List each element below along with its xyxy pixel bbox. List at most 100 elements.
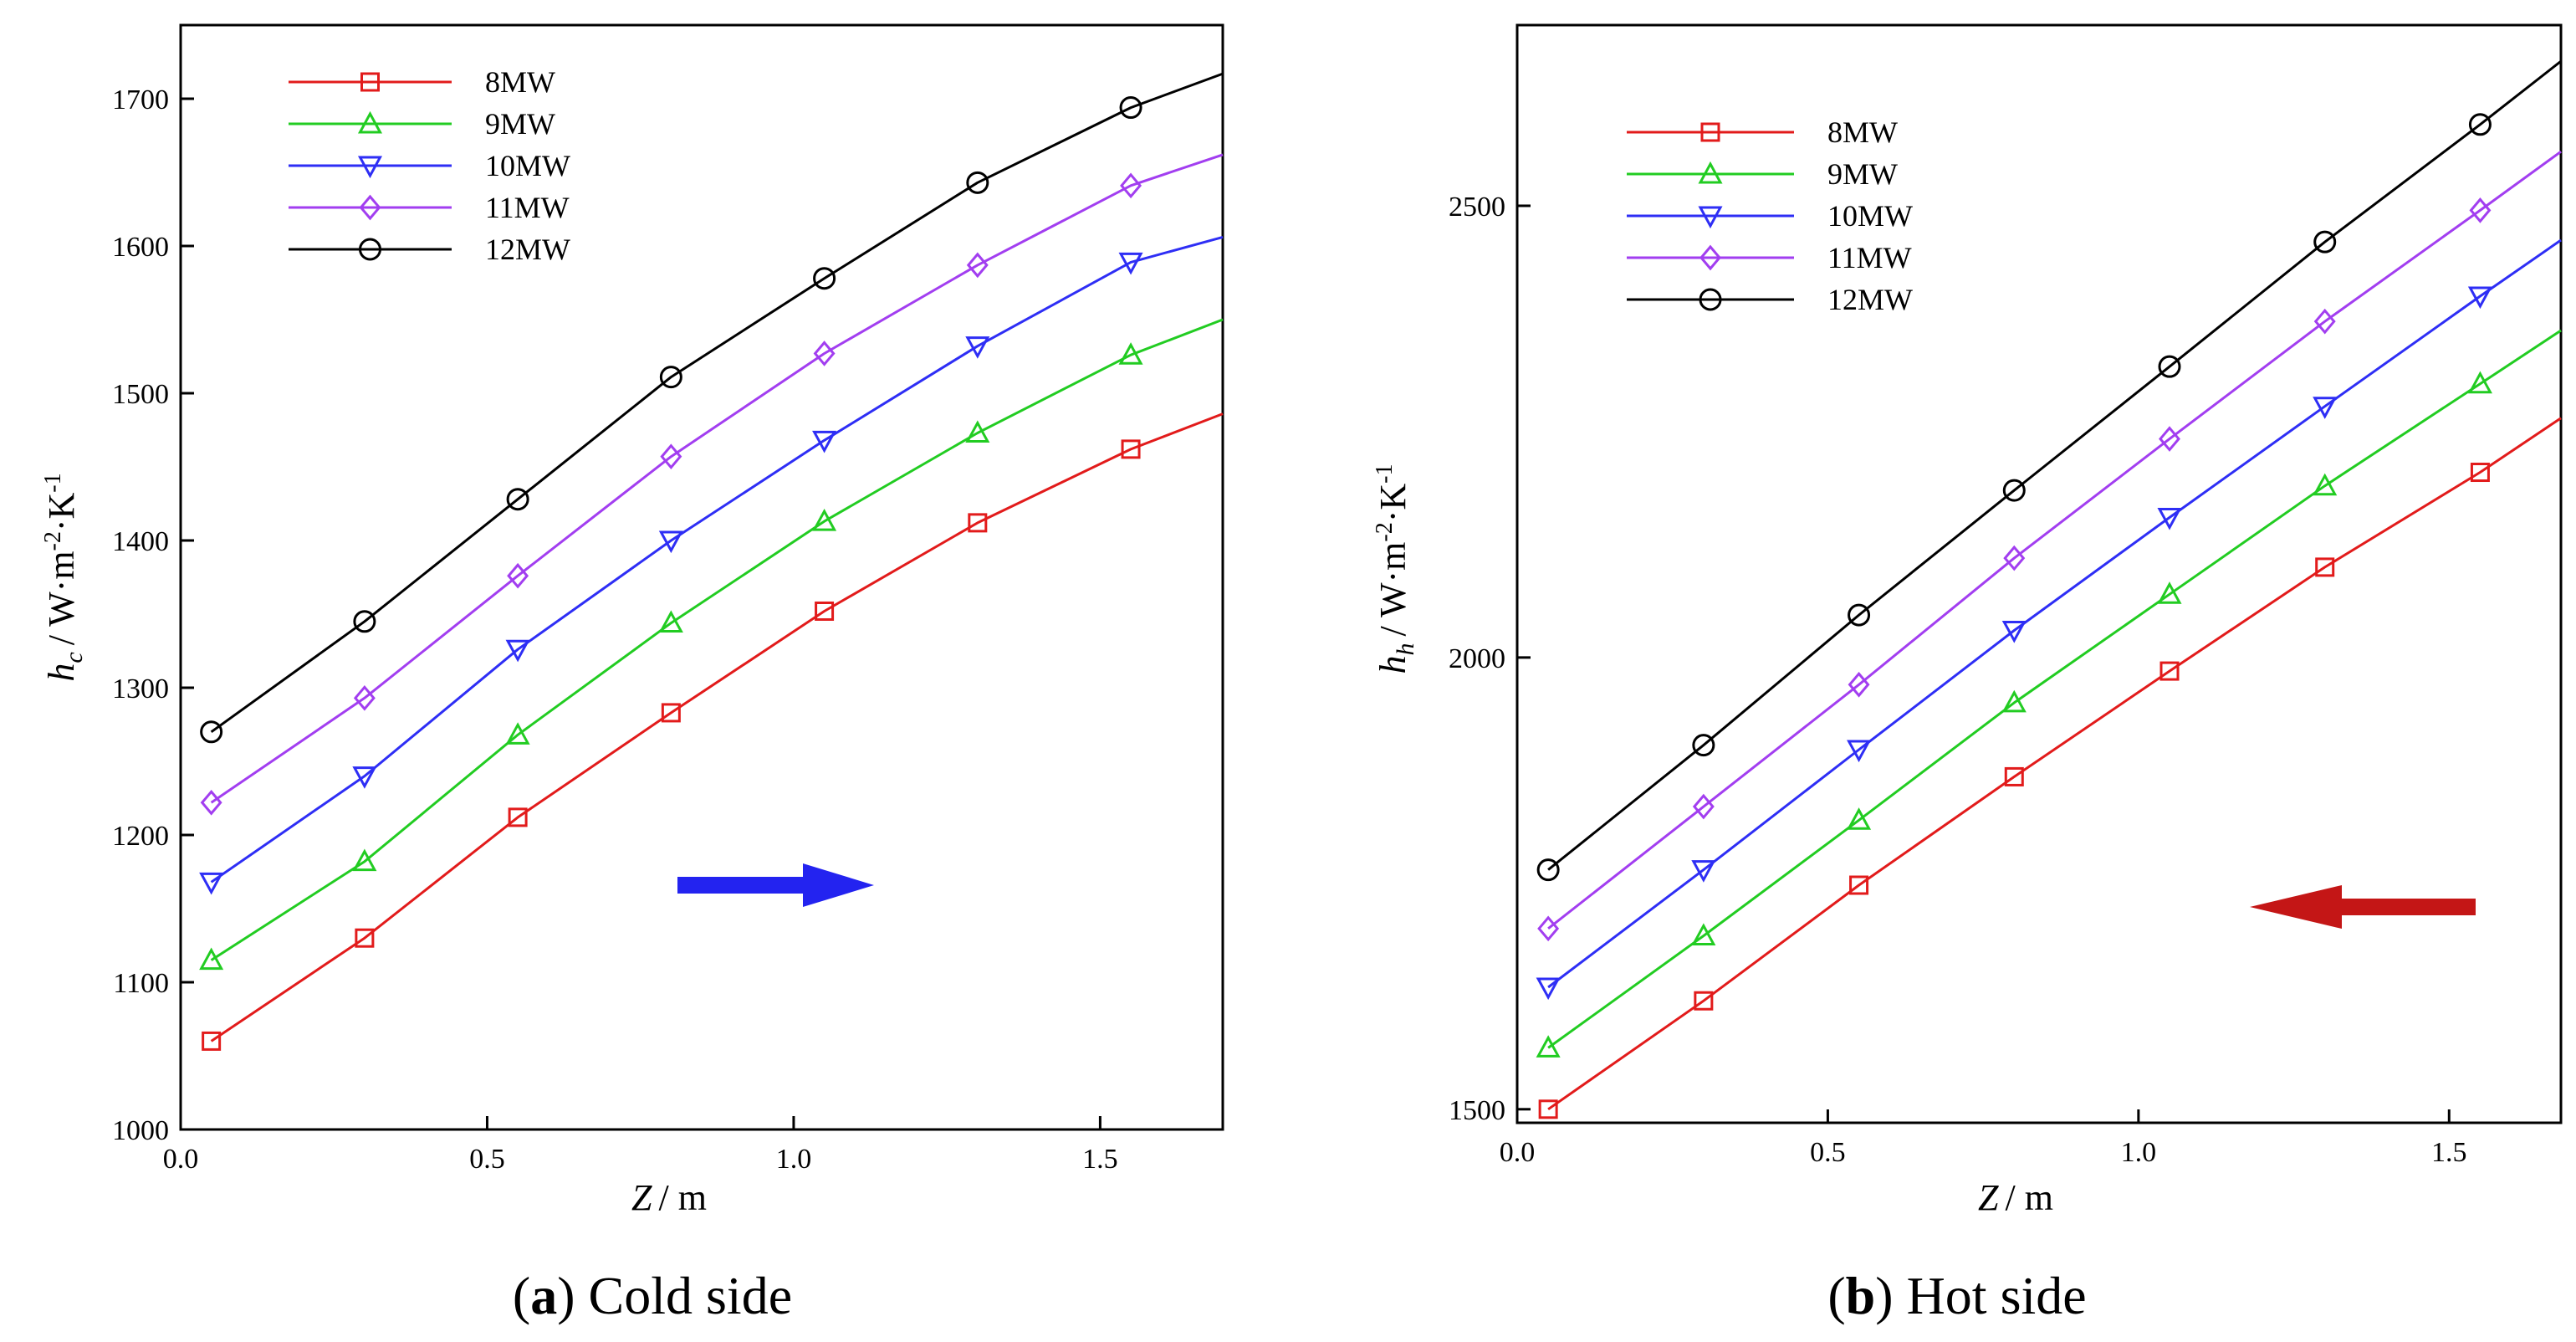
series-line-b-11MW [1547,150,2562,930]
y-tick-label-a-2: 1200 [112,821,169,852]
legend-label-b-11MW: 11MW [1827,241,1912,274]
legend-label-a-11MW: 11MW [485,191,570,224]
data-point-b-9MW-2 [1847,807,1872,830]
legend-marker-b-8MW [1700,122,1720,142]
x-label-rest-a: / m [659,1177,707,1218]
y-label-symbol-a: h [41,663,82,682]
data-point-a-12MW-5 [966,171,989,194]
y-label-sub-a: c [60,652,88,663]
data-point-b-11MW-4 [2159,426,2180,452]
legend-item-b-12MW: 12MW [1627,283,1913,316]
data-point-a-10MW-5 [965,336,990,359]
caption-a: (a) Cold side [513,1266,792,1325]
legend-label-b-12MW: 12MW [1827,283,1913,316]
data-point-a-9MW-1 [352,848,377,872]
x-axis-label-b: Z / m [1978,1177,2053,1218]
x-axis-label-a: Z / m [631,1177,707,1218]
caption-b: (b) Hot side [1827,1266,2086,1325]
flow-direction-arrow-b [2250,885,2476,929]
series-line-a-11MW [210,153,1224,804]
data-point-a-9MW-5 [965,420,990,443]
x-label-symbol-b: Z [1978,1177,1999,1218]
legend-marker-b-11MW [1699,244,1721,271]
y-label-sub-b: h [1392,643,1419,655]
legend-marker-b-10MW [1698,206,1723,229]
data-point-b-11MW-5 [2313,308,2336,335]
data-point-a-12MW-0 [200,720,223,744]
data-point-a-11MW-6 [1120,172,1142,199]
data-point-a-9MW-4 [812,508,837,531]
y-tick-label-a-4: 1400 [112,526,169,557]
y-axis-label-b: hh / W·m-2·K-1 [1372,464,1419,674]
y-tick-label-a-7: 1700 [112,85,169,115]
data-point-a-8MW-2 [508,807,528,827]
y-label-exp1-b: -2 [1372,522,1398,541]
data-point-b-8MW-2 [1849,875,1869,895]
series-b-10MW [1536,238,2562,1001]
data-point-a-11MW-0 [200,789,222,816]
data-point-a-10MW-6 [1118,252,1143,275]
x-tick-label-b-2: 1.0 [2121,1137,2157,1168]
ticks-a: 0.0 0.5 1.0 1.5 1000 1100 1200 1300 1400 1500 1600… [112,85,1118,1175]
legend-label-a-12MW: 12MW [485,233,570,266]
data-point-a-10MW-1 [352,766,377,789]
legend-item-a-10MW: 10MW [289,149,570,182]
legend-label-a-8MW: 8MW [485,65,555,99]
data-point-a-9MW-0 [199,947,224,971]
data-point-b-9MW-6 [2467,371,2492,394]
data-point-a-9MW-6 [1118,342,1143,365]
data-point-b-11MW-0 [1537,915,1560,942]
series-b-12MW [1536,60,2562,882]
series-a-8MW [202,412,1224,1051]
legend-label-a-10MW: 10MW [485,149,570,182]
data-point-a-10MW-0 [199,872,224,895]
data-point-a-10MW-3 [658,530,683,554]
data-point-a-10MW-2 [505,639,530,663]
legend-marker-a-10MW [357,156,383,179]
x-label-symbol-a: Z [631,1177,652,1218]
series-line-b-10MW [1547,238,2562,989]
y-tick-label-a-0: 1000 [112,1115,169,1146]
data-point-b-11MW-1 [1692,793,1715,820]
y-tick-label-a-6: 1600 [112,232,169,263]
data-point-b-10MW-6 [2467,286,2492,310]
y-label-mid-b: ·K [1372,484,1413,523]
data-point-b-10MW-4 [2157,508,2182,530]
legend-a: 8MW 9MW 10MW 11MW 12MW [289,65,570,266]
legend-label-b-9MW: 9MW [1827,157,1898,191]
data-point-b-12MW-4 [2158,355,2181,378]
data-point-a-12MW-3 [659,366,682,389]
data-point-b-10MW-1 [1691,860,1716,883]
x-tick-label-a-3: 1.5 [1082,1144,1118,1175]
data-point-b-12MW-0 [1536,858,1560,882]
y-tick-label-b-1: 2000 [1449,643,1505,674]
y-label-rest-b: / W·m [1372,542,1413,637]
data-point-a-11MW-1 [353,684,376,711]
legend-marker-a-8MW [360,72,380,92]
y-tick-label-a-3: 1300 [112,674,169,704]
series-a-12MW [200,72,1224,744]
caption-text-a: Cold side [589,1266,793,1325]
legend-item-b-11MW: 11MW [1627,241,1912,274]
series-line-b-12MW [1547,60,2562,871]
data-point-b-12MW-3 [2002,479,2026,502]
legend-marker-b-9MW [1698,161,1723,184]
data-point-a-8MW-6 [1121,439,1141,459]
data-point-b-11MW-6 [2469,197,2492,223]
y-label-exp1-a: -2 [40,531,66,551]
series-line-a-9MW [210,318,1224,961]
series-b-9MW [1536,329,2562,1058]
legend-item-a-9MW: 9MW [289,107,555,141]
legend-label-b-10MW: 10MW [1827,199,1913,233]
x-tick-label-a-0: 0.0 [163,1144,199,1175]
data-point-a-12MW-4 [813,267,836,290]
panel-a-cold-side: 0.0 0.5 1.0 1.5 1000 1100 1200 1300 1400 1500 1600… [40,23,1224,1325]
data-point-b-12MW-5 [2313,230,2337,254]
data-point-b-12MW-1 [1692,734,1715,757]
series-line-a-10MW [210,235,1224,884]
plot-frame-a [179,23,1224,1131]
data-point-a-8MW-4 [815,601,835,621]
data-point-a-9MW-2 [505,722,530,745]
data-point-b-8MW-0 [1538,1099,1558,1119]
data-point-a-8MW-0 [202,1031,222,1051]
